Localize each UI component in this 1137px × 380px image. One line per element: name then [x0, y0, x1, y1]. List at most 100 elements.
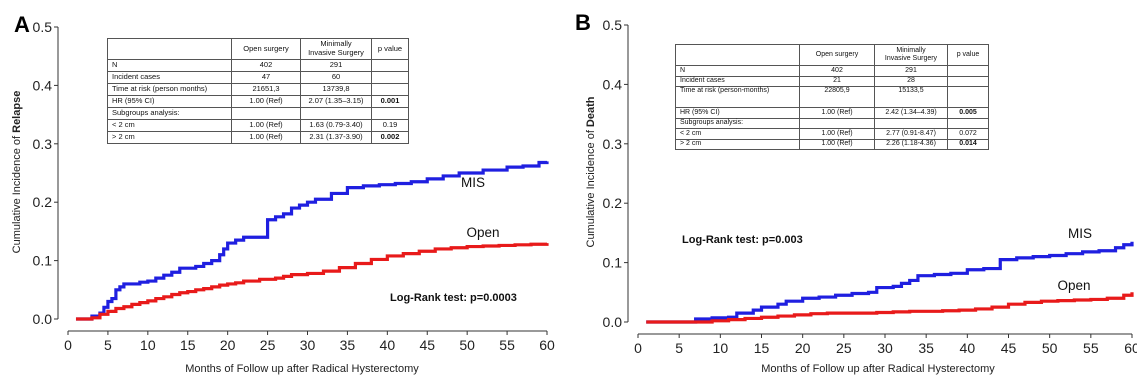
row-label: > 2 cm [107, 131, 232, 144]
table-row-lt-2cm: < 2 cm 1.00 (Ref) 2.77 (0.91-8.47) 0.072 [675, 128, 989, 140]
cell-open: 21651,3 [231, 83, 301, 96]
cell-open [231, 107, 301, 120]
cell-open: 1.00 (Ref) [799, 107, 875, 119]
cell-mis: 291 [300, 59, 372, 72]
panel-letter: A [14, 12, 30, 37]
cell-mis: 28 [874, 75, 948, 87]
panel-letter: B [575, 10, 591, 35]
row-label: HR (95% CI) [107, 95, 232, 108]
y-tick-label: 0.1 [603, 255, 623, 271]
y-tick-label: 0.5 [33, 19, 53, 35]
x-tick-label: 55 [1083, 340, 1099, 356]
table-header-mis: Minimally Invasive Surgery [300, 38, 372, 60]
cell-open [799, 117, 875, 129]
x-tick-label: 45 [1001, 340, 1017, 356]
y-tick-label: 0.2 [603, 195, 623, 211]
x-tick-label: 30 [300, 337, 316, 353]
x-tick-label: 15 [180, 337, 196, 353]
table-header-pvalue: p value [371, 38, 409, 60]
table-row-gt-2cm: > 2 cm 1.00 (Ref) 2.26 (1.18-4.36) 0.014 [675, 138, 989, 150]
x-tick-label: 30 [877, 340, 893, 356]
cell-open: 21 [799, 75, 875, 87]
table-row-time-at-risk: Time at risk (person months) 21651,3 13739… [107, 83, 409, 96]
x-tick-label: 10 [140, 337, 156, 353]
y-axis-title: Cumulative Incidence of Relapse [11, 91, 23, 254]
y-tick-label: 0.4 [33, 77, 53, 93]
x-tick-label: 35 [918, 340, 934, 356]
cell-mis: 2.77 (0.91-8.47) [874, 128, 948, 140]
y-tick-label: 0.1 [33, 253, 53, 269]
table-death-stats: Open surgery Minimally Invasive Surgery … [675, 44, 989, 150]
log-rank-annotation: Log-Rank test: p=0.0003 [390, 292, 517, 304]
row-label: Incident cases [675, 75, 800, 87]
chart-panel-a: A 0.0 0.1 0.2 0.3 0.4 0.5 0 5 10 15 20 25 30 35 40 45 50 5… [11, 12, 555, 375]
x-tick-label: 20 [220, 337, 236, 353]
table-header-blank [107, 38, 232, 60]
row-label: N [675, 65, 800, 77]
table-row-incident: Incident cases 21 28 [675, 75, 989, 87]
cell-pvalue [947, 86, 989, 108]
series-line-mis [75, 160, 549, 321]
row-label: Time at risk (person months) [107, 83, 232, 96]
x-tick-label: 40 [380, 337, 396, 353]
cell-open: 47 [231, 71, 301, 84]
table-row-subgroups: Subgroups analysis: [107, 107, 409, 120]
y-tick-label: 0.2 [33, 194, 53, 210]
cell-pvalue [371, 71, 409, 84]
cell-mis [874, 117, 948, 129]
x-axis-title: Months of Follow up after Radical Hyster… [185, 363, 419, 375]
cell-pvalue [371, 59, 409, 72]
table-header-blank [675, 44, 800, 66]
cell-pvalue [371, 107, 409, 120]
row-label: Incident cases [107, 71, 232, 84]
row-label: < 2 cm [675, 128, 800, 140]
log-rank-annotation: Log-Rank test: p=0.003 [682, 234, 803, 246]
table-row-incident: Incident cases 47 60 [107, 71, 409, 84]
table-row-subgroups: Subgroups analysis: [675, 117, 989, 129]
cell-mis: 2.26 (1.18-4.36) [874, 138, 948, 150]
row-label: > 2 cm [675, 138, 800, 150]
row-label: HR (95% CI) [675, 107, 800, 119]
x-axis-title: Months of Follow up after Radical Hyster… [761, 363, 995, 375]
cell-pvalue: 0.19 [371, 119, 409, 132]
x-tick-label: 50 [459, 337, 475, 353]
table-row-hr: HR (95% CI) 1.00 (Ref) 2.07 (1.35–3.15) 0.0… [107, 95, 409, 108]
x-tick-label: 60 [539, 337, 555, 353]
cell-open: 402 [799, 65, 875, 77]
cell-mis: 60 [300, 71, 372, 84]
series-line-open [75, 242, 549, 321]
x-tick-label: 45 [419, 337, 435, 353]
y-tick-label: 0.5 [603, 17, 623, 33]
cell-mis: 2.07 (1.35–3.15) [300, 95, 372, 108]
y-axis-title-bold: Death [585, 96, 597, 127]
y-axis-title-prefix: Cumulative Incidence of [11, 133, 23, 253]
table-header-open: Open surgery [231, 38, 301, 60]
table-row-time-at-risk: Time at risk (person-months) 22805,9 15133… [675, 86, 989, 108]
cell-pvalue [947, 65, 989, 77]
x-tick-label: 35 [340, 337, 356, 353]
cell-open: 22805,9 [799, 86, 875, 108]
x-tick-label: 0 [64, 337, 72, 353]
y-axis-title: Cumulative Incidence of Death [585, 96, 597, 247]
table-header-row: Open surgery Minimally Invasive Surgery … [675, 44, 989, 66]
x-tick-label: 5 [104, 337, 112, 353]
table-header-row: Open surgery Minimally Invasive Surgery … [107, 38, 409, 60]
series-line-mis [646, 241, 1134, 324]
cell-mis: 15133,5 [874, 86, 948, 108]
cell-open: 1.00 (Ref) [799, 138, 875, 150]
table-row-n: N 402 291 [675, 65, 989, 77]
row-label: Subgroups analysis: [675, 117, 800, 129]
table-relapse-stats: Open surgery Minimally Invasive Surgery … [107, 38, 409, 144]
y-axis-title-bold: Relapse [11, 91, 23, 133]
row-label: Subgroups analysis: [107, 107, 232, 120]
series-label-open: Open [1057, 278, 1090, 293]
y-tick-label: 0.0 [603, 314, 623, 330]
cell-pvalue: 0.072 [947, 128, 989, 140]
table-row-gt-2cm: > 2 cm 1.00 (Ref) 2.31 (1.37-3.90) 0.002 [107, 131, 409, 144]
cell-open: 1.00 (Ref) [231, 95, 301, 108]
series-label-mis: MIS [1068, 226, 1092, 241]
table-row-lt-2cm: < 2 cm 1.00 (Ref) 1.63 (0.79-3.40) 0.19 [107, 119, 409, 132]
x-tick-label: 25 [836, 340, 852, 356]
series-label-open: Open [466, 225, 499, 240]
